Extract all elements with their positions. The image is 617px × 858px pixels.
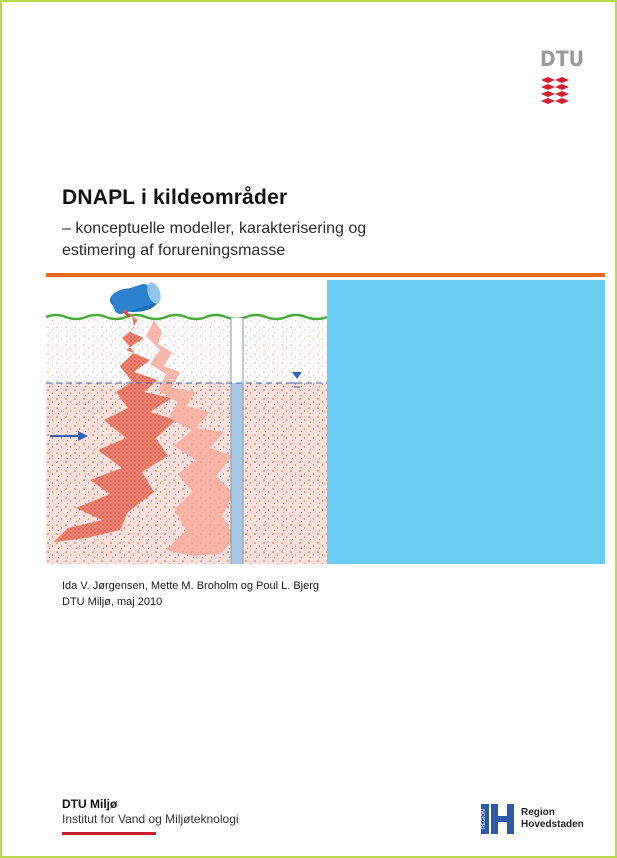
blue-color-panel — [327, 280, 605, 564]
affiliation-date-line: DTU Miljø, maj 2010 — [62, 596, 163, 608]
authors-line: Ida V. Jørgensen, Mette M. Broholm og Po… — [62, 580, 320, 592]
title-rule — [46, 273, 605, 277]
dtu-logo: DTU — [540, 48, 588, 104]
region-h-icon: REGION — [481, 804, 514, 834]
department-block: DTU Miljø Institut for Vand og Miljøtekn… — [62, 797, 239, 835]
region-hovedstaden-logo: REGION Region Hovedstaden — [481, 804, 584, 834]
dtu-logo-text: DTU — [540, 47, 584, 71]
document-subtitle: – konceptuelle modeller, karakterisering… — [62, 220, 367, 259]
department-red-bar — [62, 832, 156, 835]
dtu-waves-icon — [541, 77, 569, 104]
authors-block: Ida V. Jørgensen, Mette M. Broholm og Po… — [62, 578, 319, 610]
department-name: DTU Miljø — [62, 797, 118, 811]
dnapl-source-illustration — [46, 280, 327, 564]
institute-name: Institut for Vand og Miljøteknologi — [62, 812, 239, 826]
document-title: DNAPL i kildeområder — [62, 186, 288, 209]
region-line2: Hovedstaden — [521, 819, 584, 830]
region-side-text: REGION — [481, 809, 487, 829]
region-words: Region Hovedstaden — [521, 807, 584, 831]
region-line1: Region — [521, 807, 555, 818]
